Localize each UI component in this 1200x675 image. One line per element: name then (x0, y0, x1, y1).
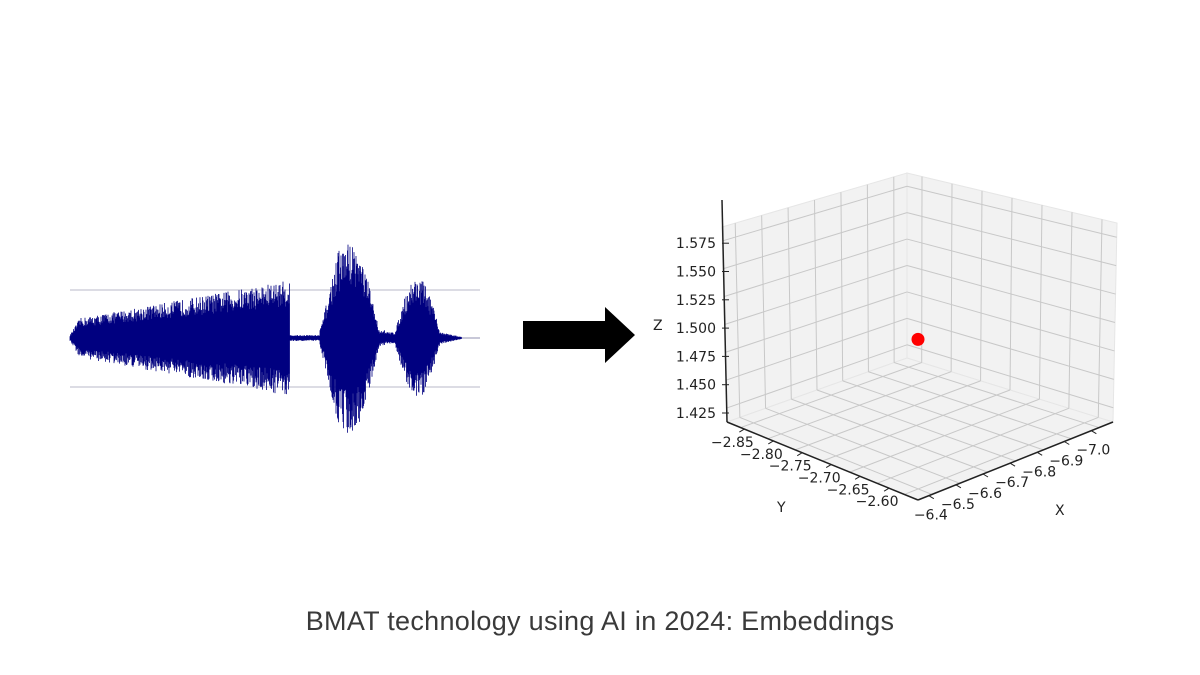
data-point (911, 332, 925, 346)
z-tick-label: 1.525 (676, 293, 716, 309)
y-tick (883, 487, 890, 492)
x-gridline (740, 362, 922, 429)
y-gridline (814, 199, 818, 391)
x-tick (955, 484, 962, 489)
z-tick-label: 1.450 (676, 378, 716, 394)
x-gridline (980, 190, 983, 381)
y-tick (854, 475, 861, 480)
y-axis (726, 421, 919, 501)
x-gridline (1009, 197, 1013, 391)
x-tick (982, 473, 989, 478)
x-gridline (767, 371, 952, 440)
x-axis-label: X (1055, 503, 1065, 519)
z-tick-label: 1.575 (676, 236, 716, 252)
y-gridline (734, 223, 741, 418)
y-gridline (761, 215, 767, 409)
x-tick-label: −6.7 (995, 475, 1029, 491)
y-gridline (787, 207, 792, 400)
y-tick (825, 464, 832, 468)
x-tick (928, 495, 935, 500)
x-gridline (849, 398, 1040, 473)
y-tick (796, 452, 803, 457)
x-tick-label: −6.6 (968, 486, 1002, 502)
x-tick-label: −6.5 (941, 497, 975, 513)
y-tick-label: −2.70 (798, 471, 841, 487)
arrow-right-icon (523, 307, 635, 363)
z-tick-label: 1.425 (676, 406, 716, 422)
x-tick (1009, 462, 1016, 467)
x-gridline (1097, 219, 1103, 418)
z-axis-label: Z (653, 318, 663, 334)
x-tick (1036, 451, 1043, 456)
x-tick (1063, 441, 1070, 445)
y-axis-label: Y (776, 500, 786, 516)
y-tick-label: −2.65 (827, 482, 870, 498)
x-gridline (795, 380, 981, 451)
y-tick-label: −2.85 (711, 435, 754, 451)
x-axis (917, 421, 1114, 501)
y-tick-label: −2.60 (856, 494, 899, 510)
y-tick-label: −2.75 (769, 459, 812, 475)
y-tick (739, 428, 745, 433)
x-tick-label: −6.9 (1049, 454, 1083, 470)
z-tick-label: 1.550 (676, 265, 716, 281)
waveform-trace (69, 244, 462, 433)
x-gridline (904, 416, 1099, 495)
x-tick-label: −6.8 (1022, 464, 1056, 480)
embedding-3d-plot: 1.425 1.450 1.475 1.500 1.525 1.550 1.575 −2.85… (653, 172, 1118, 524)
audio-waveform (69, 244, 480, 433)
y-tick (768, 440, 774, 445)
x-tick-label: −7.0 (1076, 443, 1110, 459)
x-tick-label: −6.4 (914, 508, 948, 524)
z-tick-label: 1.475 (676, 349, 716, 365)
y-gridline (866, 184, 869, 372)
y-tick-label: −2.80 (740, 447, 783, 463)
x-tick (1091, 430, 1097, 435)
x-gridline (822, 389, 1011, 462)
z-tick-label: 1.500 (676, 321, 716, 337)
x-gridline (1038, 205, 1043, 400)
x-gridline (876, 407, 1070, 484)
y-gridline (840, 192, 844, 381)
x-gridline (950, 183, 953, 372)
caption: BMAT technology using AI in 2024: Embedd… (305, 606, 895, 636)
x-gridline (1068, 212, 1073, 409)
